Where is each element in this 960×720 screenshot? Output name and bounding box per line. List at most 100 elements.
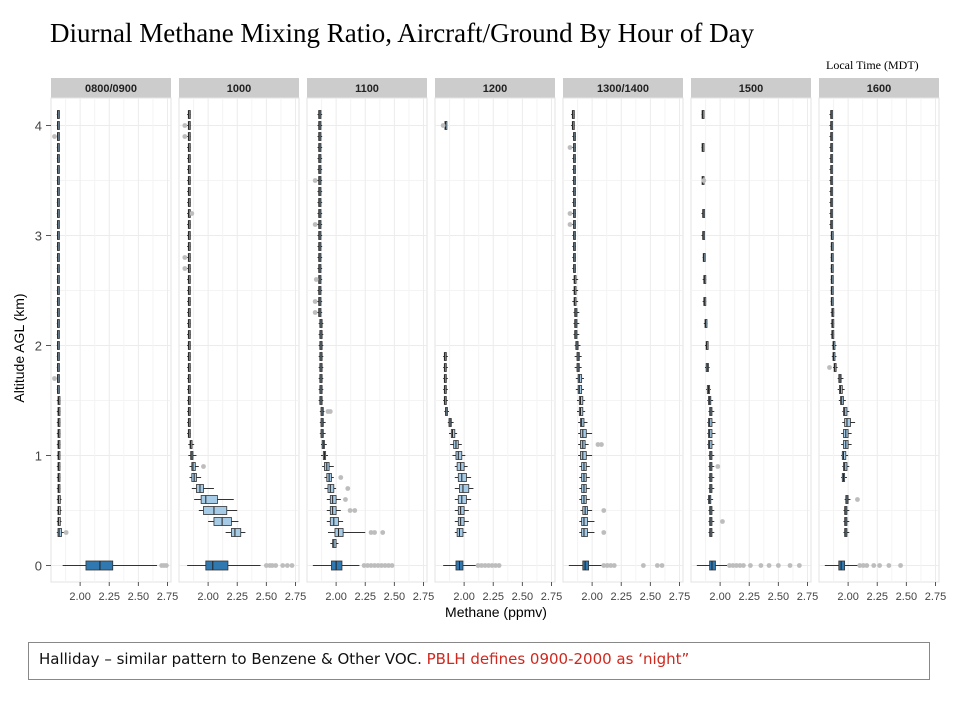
altitude-box	[454, 462, 468, 471]
outlier-point	[730, 563, 736, 568]
altitude-box	[317, 187, 323, 196]
altitude-box	[707, 429, 716, 438]
altitude-box	[572, 198, 576, 207]
facet-panel: 1100 2.00 2.25 2.50 2.75	[306, 78, 434, 603]
ground-box	[696, 560, 802, 571]
altitude-box	[708, 462, 721, 471]
box	[57, 506, 61, 515]
outlier-point	[312, 299, 318, 304]
altitude-box	[579, 484, 590, 493]
x-tick-label: 2.00	[709, 591, 730, 603]
x-tick-label: 2.00	[325, 591, 346, 603]
altitude-box	[187, 187, 191, 196]
altitude-box	[56, 297, 60, 306]
altitude-box	[454, 484, 474, 493]
altitude-box	[830, 275, 834, 284]
facet-strip-label: 1600	[867, 83, 891, 95]
box	[57, 495, 61, 504]
altitude-box	[187, 429, 191, 438]
outlier-point	[493, 563, 498, 568]
altitude-box	[444, 407, 449, 416]
ground-box	[443, 560, 502, 571]
altitude-box	[580, 506, 607, 515]
box	[205, 560, 229, 571]
panel-background	[434, 97, 556, 583]
outlier-point	[182, 123, 188, 128]
altitude-box	[579, 473, 590, 482]
altitude-box	[573, 308, 580, 317]
x-tick-label: 2.25	[483, 591, 504, 603]
altitude-box	[187, 407, 191, 416]
outlier-point	[748, 563, 753, 568]
x-tick-label: 2.50	[896, 591, 917, 603]
altitude-box	[454, 517, 469, 526]
outlier-point	[758, 563, 764, 568]
footnote-part-2: PBLH defines 0900-2000 as ‘night”	[426, 650, 690, 668]
altitude-box	[829, 110, 834, 119]
altitude-box	[837, 385, 845, 394]
altitude-box	[452, 451, 466, 460]
x-tick-label: 2.50	[768, 591, 789, 603]
altitude-box	[187, 154, 191, 163]
outlier-point	[827, 365, 832, 370]
x-tick-label: 2.25	[611, 591, 632, 603]
altitude-box	[312, 297, 323, 306]
altitude-box	[324, 484, 351, 493]
outlier-point	[482, 563, 488, 568]
altitude-box	[829, 132, 834, 141]
outlier-point	[701, 178, 707, 183]
altitude-box	[187, 385, 191, 394]
altitude-box	[319, 429, 326, 438]
outlier-point	[52, 376, 57, 381]
altitude-box	[312, 176, 323, 185]
altitude-box	[318, 363, 324, 372]
outlier-point	[860, 563, 866, 568]
altitude-box	[572, 165, 576, 174]
box	[329, 495, 337, 504]
outlier-point	[640, 563, 646, 568]
outlier-point	[715, 464, 721, 469]
altitude-box	[56, 495, 62, 504]
altitude-box	[187, 231, 191, 240]
x-axis-label: Methane (ppmv)	[445, 604, 547, 620]
altitude-box	[572, 242, 576, 251]
altitude-box	[450, 440, 462, 449]
altitude-box	[187, 286, 191, 295]
altitude-box	[56, 363, 60, 372]
altitude-box	[318, 330, 324, 339]
outlier-point	[601, 563, 607, 568]
altitude-box	[572, 154, 576, 163]
altitude-box	[187, 330, 191, 339]
ground-box	[568, 560, 665, 571]
box	[457, 473, 467, 482]
altitude-box	[317, 286, 323, 295]
altitude-box	[56, 110, 60, 119]
x-tick-label: 2.25	[867, 591, 888, 603]
altitude-box	[56, 264, 60, 273]
outlier-point	[375, 563, 381, 568]
outlier-point	[737, 563, 743, 568]
box	[708, 440, 713, 449]
altitude-box	[572, 275, 579, 284]
box	[582, 560, 590, 571]
altitude-box	[187, 143, 191, 152]
outlier-point	[201, 464, 206, 469]
outlier-point	[604, 563, 610, 568]
altitude-box	[838, 396, 846, 405]
outlier-point	[720, 519, 725, 524]
outlier-point	[734, 563, 739, 568]
box	[578, 407, 584, 416]
altitude-box	[707, 440, 715, 449]
altitude-box	[312, 308, 323, 317]
altitude-box	[443, 374, 448, 383]
altitude-box	[578, 418, 588, 427]
altitude-box	[572, 187, 576, 196]
facet-strip	[819, 78, 939, 98]
altitude-box	[707, 396, 714, 405]
altitude-box	[318, 374, 324, 383]
altitude-box	[56, 506, 62, 515]
altitude-box	[842, 462, 850, 471]
altitude-box	[188, 451, 197, 460]
altitude-box	[56, 462, 61, 471]
outlier-point	[368, 530, 374, 535]
